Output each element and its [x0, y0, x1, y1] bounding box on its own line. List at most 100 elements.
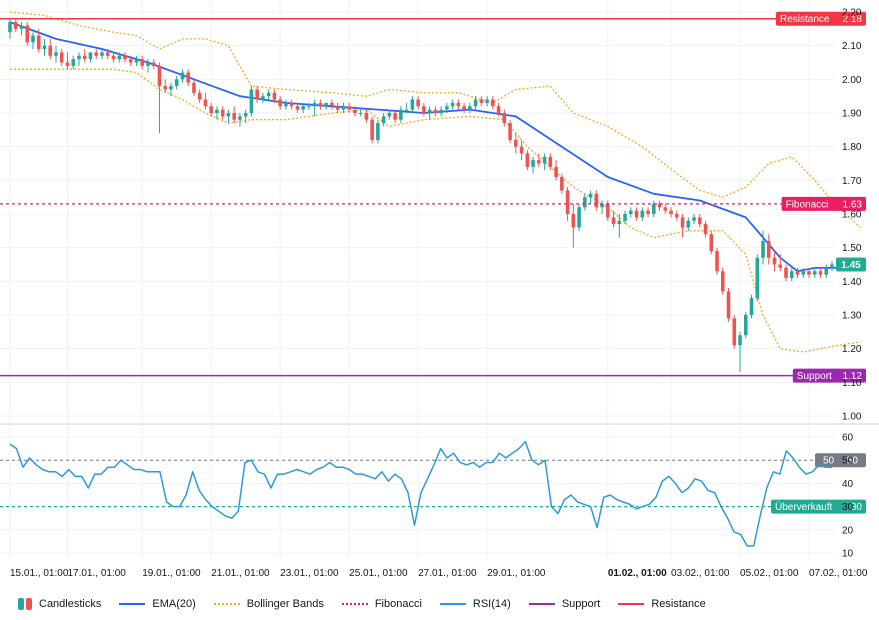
candle-body: [479, 99, 484, 103]
candle-body: [163, 86, 167, 90]
candle-body: [232, 113, 236, 120]
candle: [640, 207, 645, 221]
candle-body: [692, 217, 696, 221]
candle: [680, 214, 685, 238]
candle: [249, 86, 254, 117]
candle: [468, 102, 472, 113]
candle-body: [801, 271, 806, 275]
candle-body: [468, 106, 472, 110]
candle-body: [830, 264, 834, 268]
candle: [128, 55, 133, 66]
price-tick-label: 1.10: [842, 378, 862, 389]
candle-body: [634, 210, 639, 218]
legend-label: EMA(20): [152, 598, 196, 610]
candle-body: [261, 96, 265, 100]
candle: [364, 109, 369, 124]
candle: [82, 49, 87, 63]
candle: [140, 55, 144, 70]
candle: [577, 203, 581, 231]
candle-body: [703, 224, 708, 235]
candle: [657, 200, 662, 211]
candle: [48, 38, 53, 60]
legend-item[interactable]: Support: [528, 598, 601, 610]
candle-body: [445, 106, 449, 110]
candle: [105, 49, 110, 60]
candle-body: [42, 45, 47, 50]
candle-body: [496, 106, 501, 113]
candle-body: [560, 176, 564, 191]
candle: [715, 247, 719, 275]
candle: [330, 99, 334, 110]
candle-body: [151, 62, 156, 66]
candle-body: [25, 25, 30, 43]
candle: [180, 69, 185, 83]
candle: [652, 200, 656, 218]
legend-item[interactable]: RSI(14): [439, 598, 511, 610]
candle: [462, 102, 466, 113]
candle-body: [157, 65, 162, 87]
candle: [525, 150, 530, 171]
legend-swatch: [18, 598, 32, 610]
candle-body: [295, 106, 300, 110]
candle: [784, 264, 788, 282]
candle: [766, 234, 771, 265]
candle-body: [376, 123, 380, 140]
candle-body: [186, 72, 190, 83]
candle: [445, 102, 449, 113]
rsi-50-tag-value: 50: [847, 456, 859, 467]
legend-item[interactable]: Bollinger Bands: [213, 598, 324, 610]
candle: [738, 331, 742, 373]
candle: [594, 190, 599, 211]
candle-body: [65, 62, 70, 66]
candle: [324, 102, 328, 110]
candle-body: [209, 106, 213, 113]
candle: [59, 49, 64, 66]
rsi-tick-label: 60: [842, 433, 854, 444]
candle-body: [324, 102, 328, 107]
candle-body: [502, 113, 507, 124]
candle: [381, 113, 386, 127]
candle: [77, 52, 81, 66]
candle-body: [749, 298, 754, 315]
candle: [318, 99, 323, 110]
rsi-tick-label: 30: [842, 502, 854, 513]
legend-item[interactable]: Resistance: [618, 598, 706, 610]
candle-body: [617, 220, 622, 225]
candle-body: [54, 52, 58, 56]
legend-label: Support: [561, 598, 601, 610]
candle: [220, 106, 225, 120]
legend-item[interactable]: Candlesticks: [18, 598, 101, 610]
candle-body: [249, 89, 254, 113]
candle-body: [197, 92, 202, 100]
rsi-grid: [0, 436, 835, 554]
candle-body: [278, 99, 282, 107]
candle-body: [416, 99, 420, 107]
candle: [427, 106, 432, 120]
legend-item[interactable]: Fibonacci: [341, 598, 422, 610]
candle-body: [123, 55, 127, 60]
candle-body: [743, 315, 748, 336]
legend-item[interactable]: EMA(20): [119, 598, 196, 610]
support-tag-label: Support: [797, 371, 832, 382]
candle: [583, 193, 587, 211]
candle: [341, 102, 346, 113]
fibonacci-tag-label: Fibonacci: [786, 199, 829, 210]
price-tick-label: 1.20: [842, 344, 862, 355]
candle-body: [266, 92, 271, 97]
candle: [456, 99, 461, 110]
candle-body: [680, 217, 685, 228]
candle-body: [542, 156, 547, 164]
candle: [439, 106, 443, 117]
bollinger-upper-line: [9, 11, 862, 228]
candle: [502, 109, 507, 127]
candle-body: [698, 217, 702, 225]
candle-body: [410, 99, 415, 110]
time-tick-label: 25.01., 01:00: [349, 568, 408, 579]
candle: [353, 106, 357, 117]
candle: [192, 79, 196, 97]
candle-body: [669, 210, 673, 214]
candle-body: [663, 207, 668, 211]
candle: [261, 92, 265, 103]
price-tick-label: 1.30: [842, 311, 862, 322]
